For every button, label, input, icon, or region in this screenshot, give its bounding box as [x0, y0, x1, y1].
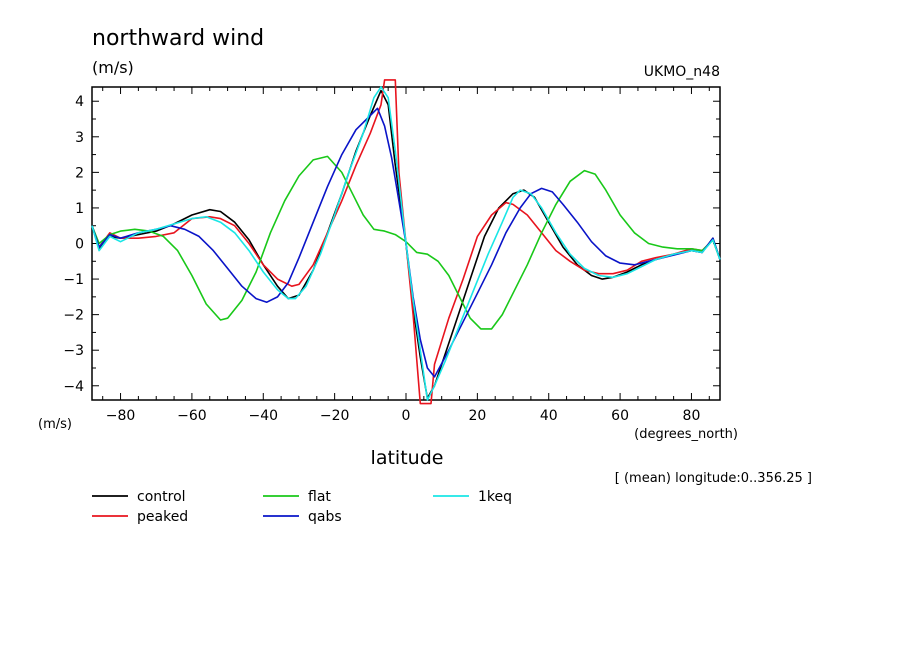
- y-tick-label: −2: [63, 308, 84, 324]
- series-line-1keq: [91, 86, 721, 401]
- x-tick-label: 20: [468, 408, 486, 424]
- x-tick-label: 40: [540, 408, 558, 424]
- y-tick-label: 4: [75, 94, 84, 110]
- y-tick-label: 2: [75, 165, 84, 181]
- subset-note: [ (mean) longitude:0..356.25 ]: [615, 471, 812, 486]
- legend-label-1keq: 1keq: [478, 489, 512, 505]
- x-axis-label: latitude: [371, 447, 444, 469]
- y-tick-label: 1: [75, 201, 84, 217]
- title-units: (m/s): [92, 58, 134, 77]
- legend: control peaked flat qabs 1keq: [92, 489, 512, 525]
- y-axis-units: (m/s): [38, 417, 72, 432]
- x-axis-units: (degrees_north): [634, 427, 738, 442]
- x-tick-labels: −80 −60 −40 −20 0 20 40 60 80: [106, 408, 701, 424]
- series-lines: [91, 79, 721, 405]
- legend-label-control: control: [137, 489, 186, 505]
- plot-axes: [91, 86, 721, 401]
- chart-title: northward wind: [92, 26, 264, 51]
- x-tick-label: −40: [248, 408, 278, 424]
- x-tick-label: −20: [320, 408, 350, 424]
- x-tick-label: 80: [683, 408, 701, 424]
- y-tick-label: −4: [63, 379, 84, 395]
- x-tick-label: 60: [611, 408, 629, 424]
- dataset-label: UKMO_n48: [644, 64, 720, 80]
- x-tick-label: −60: [177, 408, 207, 424]
- x-tick-label: 0: [402, 408, 411, 424]
- y-tick-labels: −4 −3 −2 −1 0 1 2 3 4: [63, 94, 84, 395]
- legend-label-qabs: qabs: [308, 509, 342, 525]
- series-line-flat: [91, 155, 721, 330]
- y-tick-label: 3: [75, 130, 84, 146]
- legend-label-peaked: peaked: [137, 509, 188, 525]
- y-tick-label: −1: [63, 272, 84, 288]
- y-tick-label: 0: [75, 237, 84, 253]
- legend-label-flat: flat: [308, 489, 331, 505]
- y-tick-label: −3: [63, 343, 84, 359]
- x-tick-label: −80: [106, 408, 136, 424]
